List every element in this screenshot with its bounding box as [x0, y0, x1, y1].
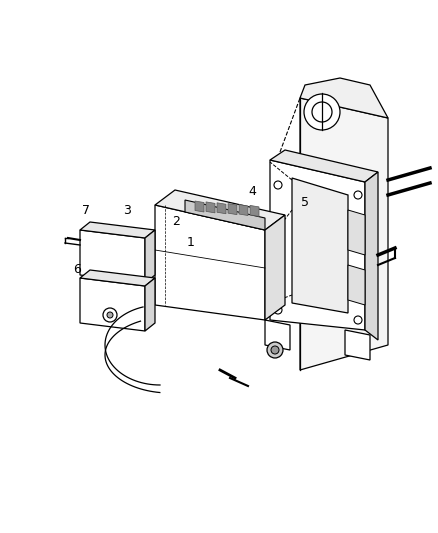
Polygon shape — [205, 202, 215, 213]
Circle shape — [270, 346, 279, 354]
Polygon shape — [80, 230, 145, 283]
Polygon shape — [155, 205, 265, 320]
Polygon shape — [265, 320, 290, 350]
Circle shape — [107, 312, 113, 318]
Text: 5: 5 — [300, 196, 308, 209]
Circle shape — [103, 308, 117, 322]
Polygon shape — [184, 200, 265, 230]
Polygon shape — [299, 78, 387, 118]
Polygon shape — [80, 278, 145, 331]
Polygon shape — [269, 160, 364, 330]
Polygon shape — [299, 98, 387, 370]
Text: 1: 1 — [187, 236, 194, 249]
Polygon shape — [227, 204, 237, 215]
Polygon shape — [145, 278, 155, 331]
Polygon shape — [364, 172, 377, 340]
Polygon shape — [80, 270, 155, 286]
Polygon shape — [249, 205, 258, 216]
Polygon shape — [347, 265, 364, 305]
Polygon shape — [269, 150, 377, 182]
Circle shape — [266, 342, 283, 358]
Circle shape — [353, 191, 361, 199]
Circle shape — [353, 316, 361, 324]
Text: 2: 2 — [171, 215, 179, 228]
Polygon shape — [291, 178, 347, 313]
Polygon shape — [155, 190, 284, 230]
Polygon shape — [344, 330, 369, 360]
Polygon shape — [216, 203, 226, 214]
Circle shape — [273, 181, 281, 189]
Text: 4: 4 — [248, 185, 256, 198]
Circle shape — [273, 306, 281, 314]
Polygon shape — [194, 201, 204, 212]
Text: 7: 7 — [81, 204, 89, 217]
Polygon shape — [145, 230, 155, 283]
Polygon shape — [265, 215, 284, 320]
Text: 3: 3 — [123, 204, 131, 217]
Polygon shape — [80, 222, 155, 238]
Circle shape — [303, 94, 339, 130]
Polygon shape — [238, 205, 247, 215]
Text: 6: 6 — [73, 263, 81, 276]
Circle shape — [311, 102, 331, 122]
Polygon shape — [347, 210, 364, 255]
